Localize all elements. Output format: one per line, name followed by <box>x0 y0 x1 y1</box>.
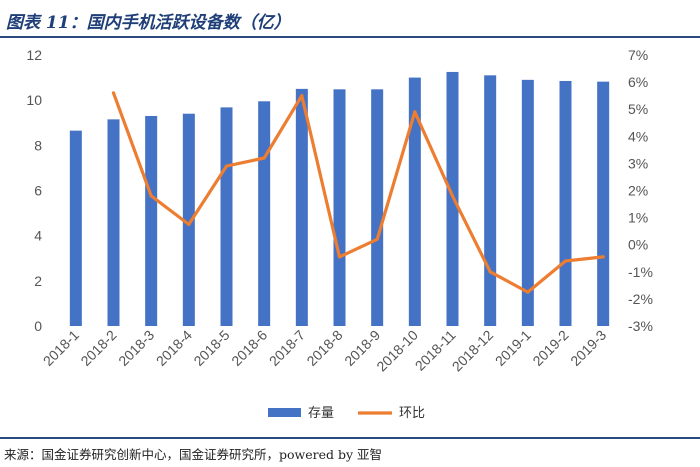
left-axis: 0 2 4 6 8 10 12 <box>26 47 42 334</box>
bar <box>220 107 233 326</box>
bar <box>258 101 271 326</box>
bar-series <box>69 71 610 327</box>
left-tick-label: 4 <box>34 228 42 244</box>
x-tick-label: 2018-12 <box>449 327 497 375</box>
left-tick-label: 10 <box>26 92 42 108</box>
right-tick-label: 5% <box>628 101 648 117</box>
right-tick-label: -2% <box>628 291 653 307</box>
x-tick-label: 2018-2 <box>77 327 119 369</box>
title-bar: 图表 11：国内手机活跃设备数（亿） <box>0 0 700 40</box>
chart-title: 图表 11：国内手机活跃设备数（亿） <box>6 13 291 33</box>
line-point <box>337 255 342 259</box>
line-point <box>111 91 116 95</box>
line-point <box>488 270 492 274</box>
line-point <box>450 194 455 198</box>
bar <box>295 88 308 326</box>
legend-label-bar: 存量 <box>308 406 334 421</box>
right-tick-label: -1% <box>628 264 653 280</box>
line-point <box>300 94 304 98</box>
x-axis: 2018-12018-22018-32018-42018-52018-62018… <box>40 327 610 375</box>
right-tick-label: 0% <box>628 237 648 253</box>
bar <box>182 113 195 326</box>
bar <box>333 89 346 327</box>
line-point <box>526 290 530 294</box>
legend-swatch-bar <box>268 408 301 417</box>
x-tick-label: 2019-3 <box>567 327 609 369</box>
bar <box>145 115 158 326</box>
bar <box>371 89 384 327</box>
right-tick-label: 3% <box>628 155 648 171</box>
bar <box>521 79 534 326</box>
line-point <box>224 164 229 168</box>
x-tick-label: 2018-8 <box>303 327 345 369</box>
line-series <box>111 91 605 294</box>
bar <box>484 75 497 326</box>
bar <box>597 81 610 326</box>
x-tick-label: 2018-4 <box>153 327 195 369</box>
right-tick-label: 6% <box>628 74 648 90</box>
x-tick-label: 2019-2 <box>529 327 571 369</box>
line-point <box>149 194 153 198</box>
right-tick-label: 7% <box>628 47 648 63</box>
right-tick-label: 2% <box>628 183 648 199</box>
left-tick-label: 8 <box>34 137 42 153</box>
source-note: 来源：国金证券研究创新中心，国金证券研究所，powered by 亚智 <box>4 447 383 462</box>
left-tick-label: 6 <box>34 183 42 199</box>
x-tick-label: 2018-5 <box>190 327 232 369</box>
bar <box>107 119 120 326</box>
line-point <box>187 222 191 226</box>
source-rule <box>0 437 700 439</box>
left-tick-label: 2 <box>34 273 42 289</box>
x-tick-label: 2018-7 <box>266 327 308 369</box>
left-tick-label: 0 <box>34 318 42 334</box>
line-point <box>563 259 568 263</box>
right-tick-label: 4% <box>628 128 648 144</box>
x-tick-label: 2019-1 <box>492 327 534 369</box>
line-point <box>375 237 379 241</box>
x-tick-label: 2018-1 <box>40 327 82 369</box>
legend: 存量 环比 <box>268 406 425 421</box>
right-tick-label: -3% <box>628 318 653 334</box>
chart: 0 2 4 6 8 10 12 -3% -2% -1% 0% 1% 2% 3% 4% 5% 6% 7% 2018… <box>26 47 653 421</box>
legend-label-line: 环比 <box>399 406 425 421</box>
right-tick-label: 1% <box>628 210 648 226</box>
bar <box>408 77 421 326</box>
x-tick-label: 2018-3 <box>115 327 157 369</box>
line-point <box>262 156 266 160</box>
line-point <box>601 255 605 259</box>
line-point <box>413 110 417 114</box>
x-tick-label: 2018-10 <box>373 327 421 375</box>
x-tick-label: 2018-6 <box>228 327 270 369</box>
bar <box>559 80 572 327</box>
title-rule <box>0 36 700 38</box>
left-tick-label: 12 <box>26 47 42 63</box>
right-axis: -3% -2% -1% 0% 1% 2% 3% 4% 5% 6% 7% <box>628 47 653 334</box>
series-line <box>111 91 605 294</box>
bar <box>69 130 82 326</box>
